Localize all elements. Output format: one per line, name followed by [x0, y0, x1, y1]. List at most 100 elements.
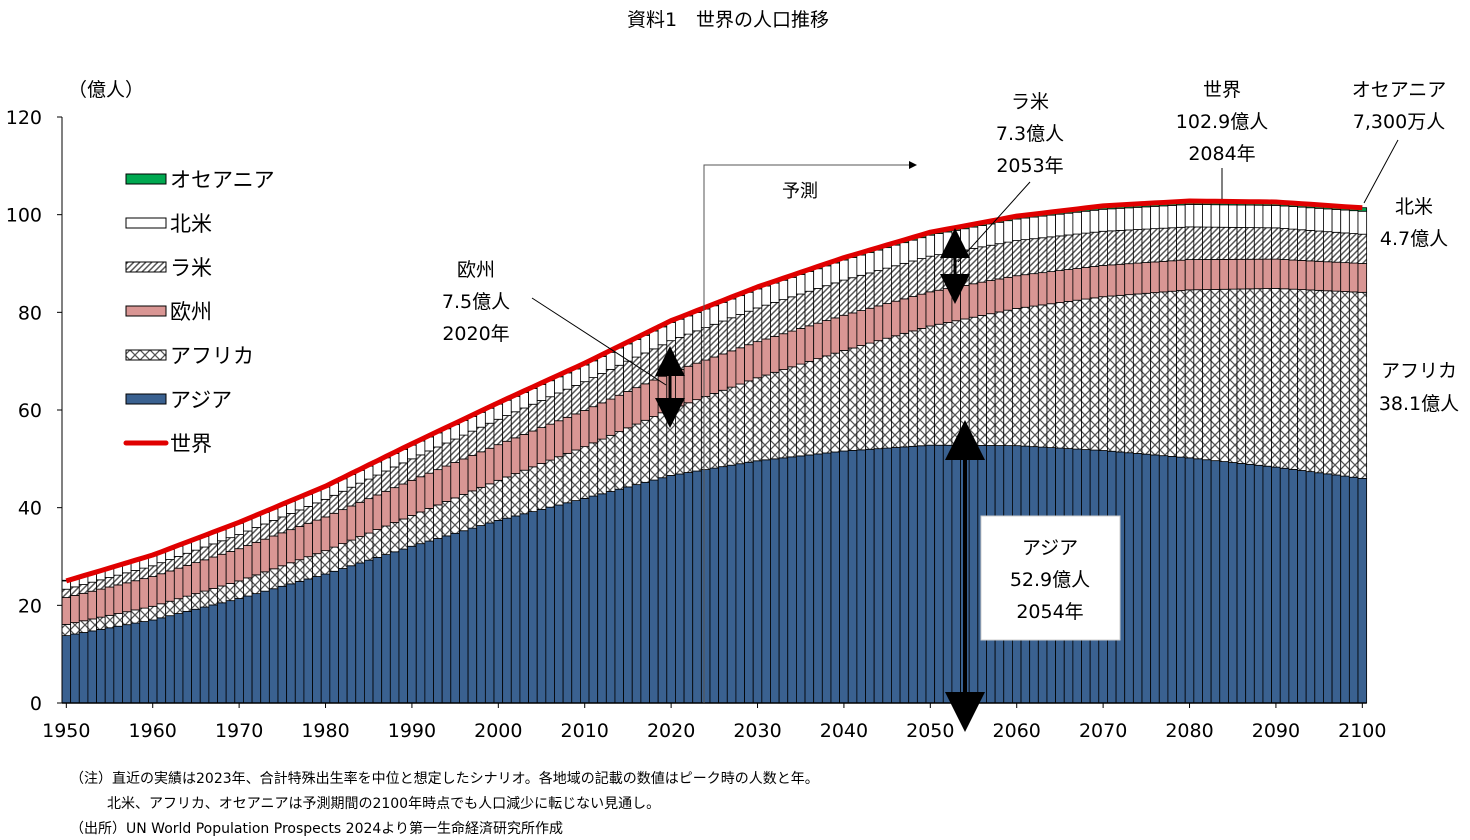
bar-segment-北米 — [977, 225, 987, 248]
bar-2053 — [951, 227, 961, 704]
bar-segment-ラ米 — [260, 523, 270, 540]
bar-segment-アフリカ — [381, 525, 391, 555]
bar-segment-欧州 — [951, 286, 961, 322]
bar-segment-ラ米 — [441, 442, 452, 467]
bar-segment-ラ米 — [804, 290, 815, 327]
bar-segment-北米 — [796, 274, 806, 295]
bar-segment-欧州 — [1340, 262, 1350, 292]
bar-segment-欧州 — [597, 402, 607, 440]
bar-segment-欧州 — [536, 427, 547, 464]
bar-segment-アフリカ — [649, 416, 659, 481]
bar-segment-欧州 — [1184, 259, 1195, 291]
bar-segment-アフリカ — [217, 585, 227, 604]
bar-segment-アフリカ — [1072, 299, 1082, 450]
bar-segment-欧州 — [338, 509, 348, 545]
bar-1976 — [286, 500, 296, 704]
bar-segment-欧州 — [1003, 276, 1013, 311]
forecast-marker-line — [703, 161, 917, 703]
bar-segment-北米 — [1202, 204, 1212, 228]
bar-1955 — [104, 567, 115, 704]
bar-segment-欧州 — [744, 344, 754, 382]
bar-segment-欧州 — [1046, 271, 1056, 305]
bar-2002 — [510, 394, 521, 704]
bar-segment-欧州 — [87, 590, 97, 620]
bar-segment-アジア — [597, 493, 607, 704]
bar-segment-北米 — [1029, 216, 1039, 240]
bar-segment-ラ米 — [942, 252, 953, 290]
bar-1975 — [277, 503, 288, 704]
bar-segment-欧州 — [1228, 258, 1238, 290]
bar-2000 — [493, 402, 504, 704]
bar-segment-欧州 — [1288, 259, 1298, 290]
bar-segment-アジア — [1357, 477, 1368, 704]
bar-segment-アフリカ — [1081, 298, 1091, 450]
bar-segment-アジア — [87, 630, 97, 704]
bar-segment-アジア — [208, 604, 218, 704]
bar-segment-アフリカ — [1176, 290, 1186, 458]
bar-2005 — [536, 382, 547, 704]
bar-segment-アジア — [450, 532, 460, 704]
bar-segment-アジア — [1202, 459, 1212, 704]
bar-segment-アジア — [1340, 475, 1350, 704]
annotation-world: 世界 102.9億人 2084年 — [1176, 79, 1268, 199]
bar-segment-欧州 — [821, 320, 832, 357]
bar-segment-欧州 — [1037, 272, 1048, 306]
bar-segment-アジア — [398, 548, 408, 704]
bar-1961 — [156, 551, 167, 704]
bar-1993 — [433, 431, 443, 704]
bar-segment-アフリカ — [70, 622, 80, 635]
bar-2014 — [614, 345, 625, 704]
bar-2025 — [709, 303, 720, 704]
bar-segment-欧州 — [61, 597, 72, 625]
bar-segment-北米 — [545, 380, 555, 398]
bar-segment-ラ米 — [882, 267, 892, 304]
bar-segment-欧州 — [623, 391, 633, 429]
x-tick-label: 1960 — [129, 720, 177, 742]
bar-segment-欧州 — [804, 325, 815, 362]
bar-segment-欧州 — [709, 356, 720, 394]
bar-segment-アフリカ — [78, 620, 89, 633]
bar-2027 — [726, 296, 737, 704]
bar-segment-北米 — [554, 376, 564, 394]
bar-segment-アジア — [649, 479, 659, 704]
bar-segment-北米 — [813, 268, 823, 289]
bar-segment-ラ米 — [744, 310, 754, 346]
bar-1990 — [407, 443, 417, 704]
bar-segment-北米 — [562, 372, 573, 390]
bar-segment-ラ米 — [104, 577, 115, 588]
bar-segment-アフリカ — [830, 352, 841, 453]
bar-segment-アフリカ — [1046, 303, 1056, 449]
bar-segment-アフリカ — [389, 522, 400, 553]
bar-segment-ラ米 — [735, 314, 745, 349]
x-tick-label: 1970 — [215, 720, 263, 742]
bar-segment-ラ米 — [363, 478, 374, 500]
bar-segment-欧州 — [1115, 263, 1126, 296]
annotation-africa: アフリカ 38.1億人 — [1379, 360, 1459, 415]
legend-item-アジア: アジア — [125, 388, 232, 412]
bar-segment-アジア — [1323, 473, 1333, 704]
bar-segment-アフリカ — [968, 316, 979, 446]
bar-segment-北米 — [934, 233, 944, 256]
bar-2035 — [796, 271, 806, 704]
bar-2019 — [657, 324, 668, 704]
bar-segment-欧州 — [139, 578, 149, 609]
bar-segment-欧州 — [1150, 261, 1160, 294]
legend-label: 北米 — [170, 212, 212, 236]
bar-segment-アフリカ — [484, 483, 495, 524]
bar-segment-欧州 — [519, 434, 529, 471]
bar-segment-欧州 — [113, 584, 123, 614]
bar-2043 — [865, 249, 875, 704]
bar-1970 — [234, 521, 244, 704]
bar-segment-アフリカ — [268, 568, 279, 590]
legend-item-欧州: 欧州 — [125, 300, 212, 324]
bar-segment-アフリカ — [614, 431, 625, 490]
bar-segment-アフリカ — [951, 320, 961, 446]
bar-segment-アジア — [1348, 476, 1359, 704]
bar-segment-北米 — [778, 279, 789, 300]
bar-segment-アジア — [1158, 455, 1169, 704]
bar-segment-アジア — [424, 540, 434, 704]
bar-2088 — [1253, 201, 1264, 704]
bar-segment-アフリカ — [588, 442, 599, 497]
bar-segment-北米 — [744, 291, 754, 312]
